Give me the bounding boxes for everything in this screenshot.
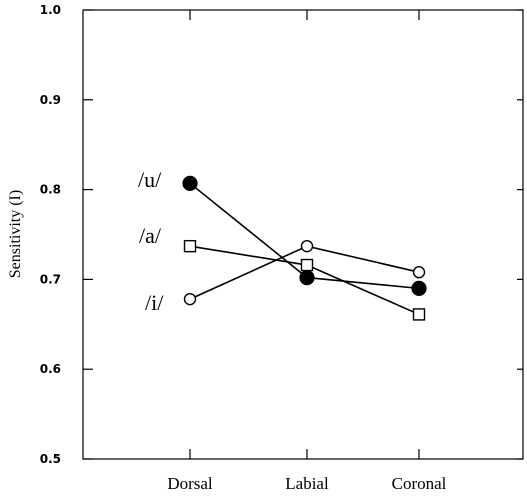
y-tick-label: 0.8 <box>40 183 61 197</box>
data-point-open-circle <box>412 266 426 279</box>
data-point-open-square <box>412 308 426 321</box>
y-tick-label: 0.9 <box>40 93 61 107</box>
series-label: /a/ <box>139 223 162 248</box>
data-point-open-square <box>183 239 197 253</box>
series-markers <box>182 175 427 321</box>
x-category-label: Dorsal <box>167 474 213 493</box>
x-category-label: Coronal <box>392 474 447 493</box>
axis-ticks <box>83 9 523 460</box>
chart-labels: 0.5 0.6 0.7 0.8 0.9 1.0 Dorsal Labial Coronal/u/… <box>40 3 447 493</box>
data-point-filled-circle <box>299 270 315 286</box>
y-tick-label: 0.6 <box>40 362 61 376</box>
y-tick-label: 0.7 <box>40 272 61 286</box>
data-point-open-circle <box>300 239 314 253</box>
data-point-open-circle <box>183 292 197 306</box>
data-point-filled-circle <box>182 175 198 191</box>
y-tick-label: 0.5 <box>40 452 61 466</box>
plot-frame <box>82 9 524 460</box>
series-label: /u/ <box>138 167 162 192</box>
y-tick-label: 1.0 <box>40 3 61 17</box>
data-point-open-square <box>300 258 314 272</box>
y-axis-title: Sensitivity (I) <box>7 190 24 278</box>
data-point-filled-circle <box>411 280 427 296</box>
x-category-label: Labial <box>285 474 329 493</box>
series-label: /i/ <box>145 290 164 315</box>
